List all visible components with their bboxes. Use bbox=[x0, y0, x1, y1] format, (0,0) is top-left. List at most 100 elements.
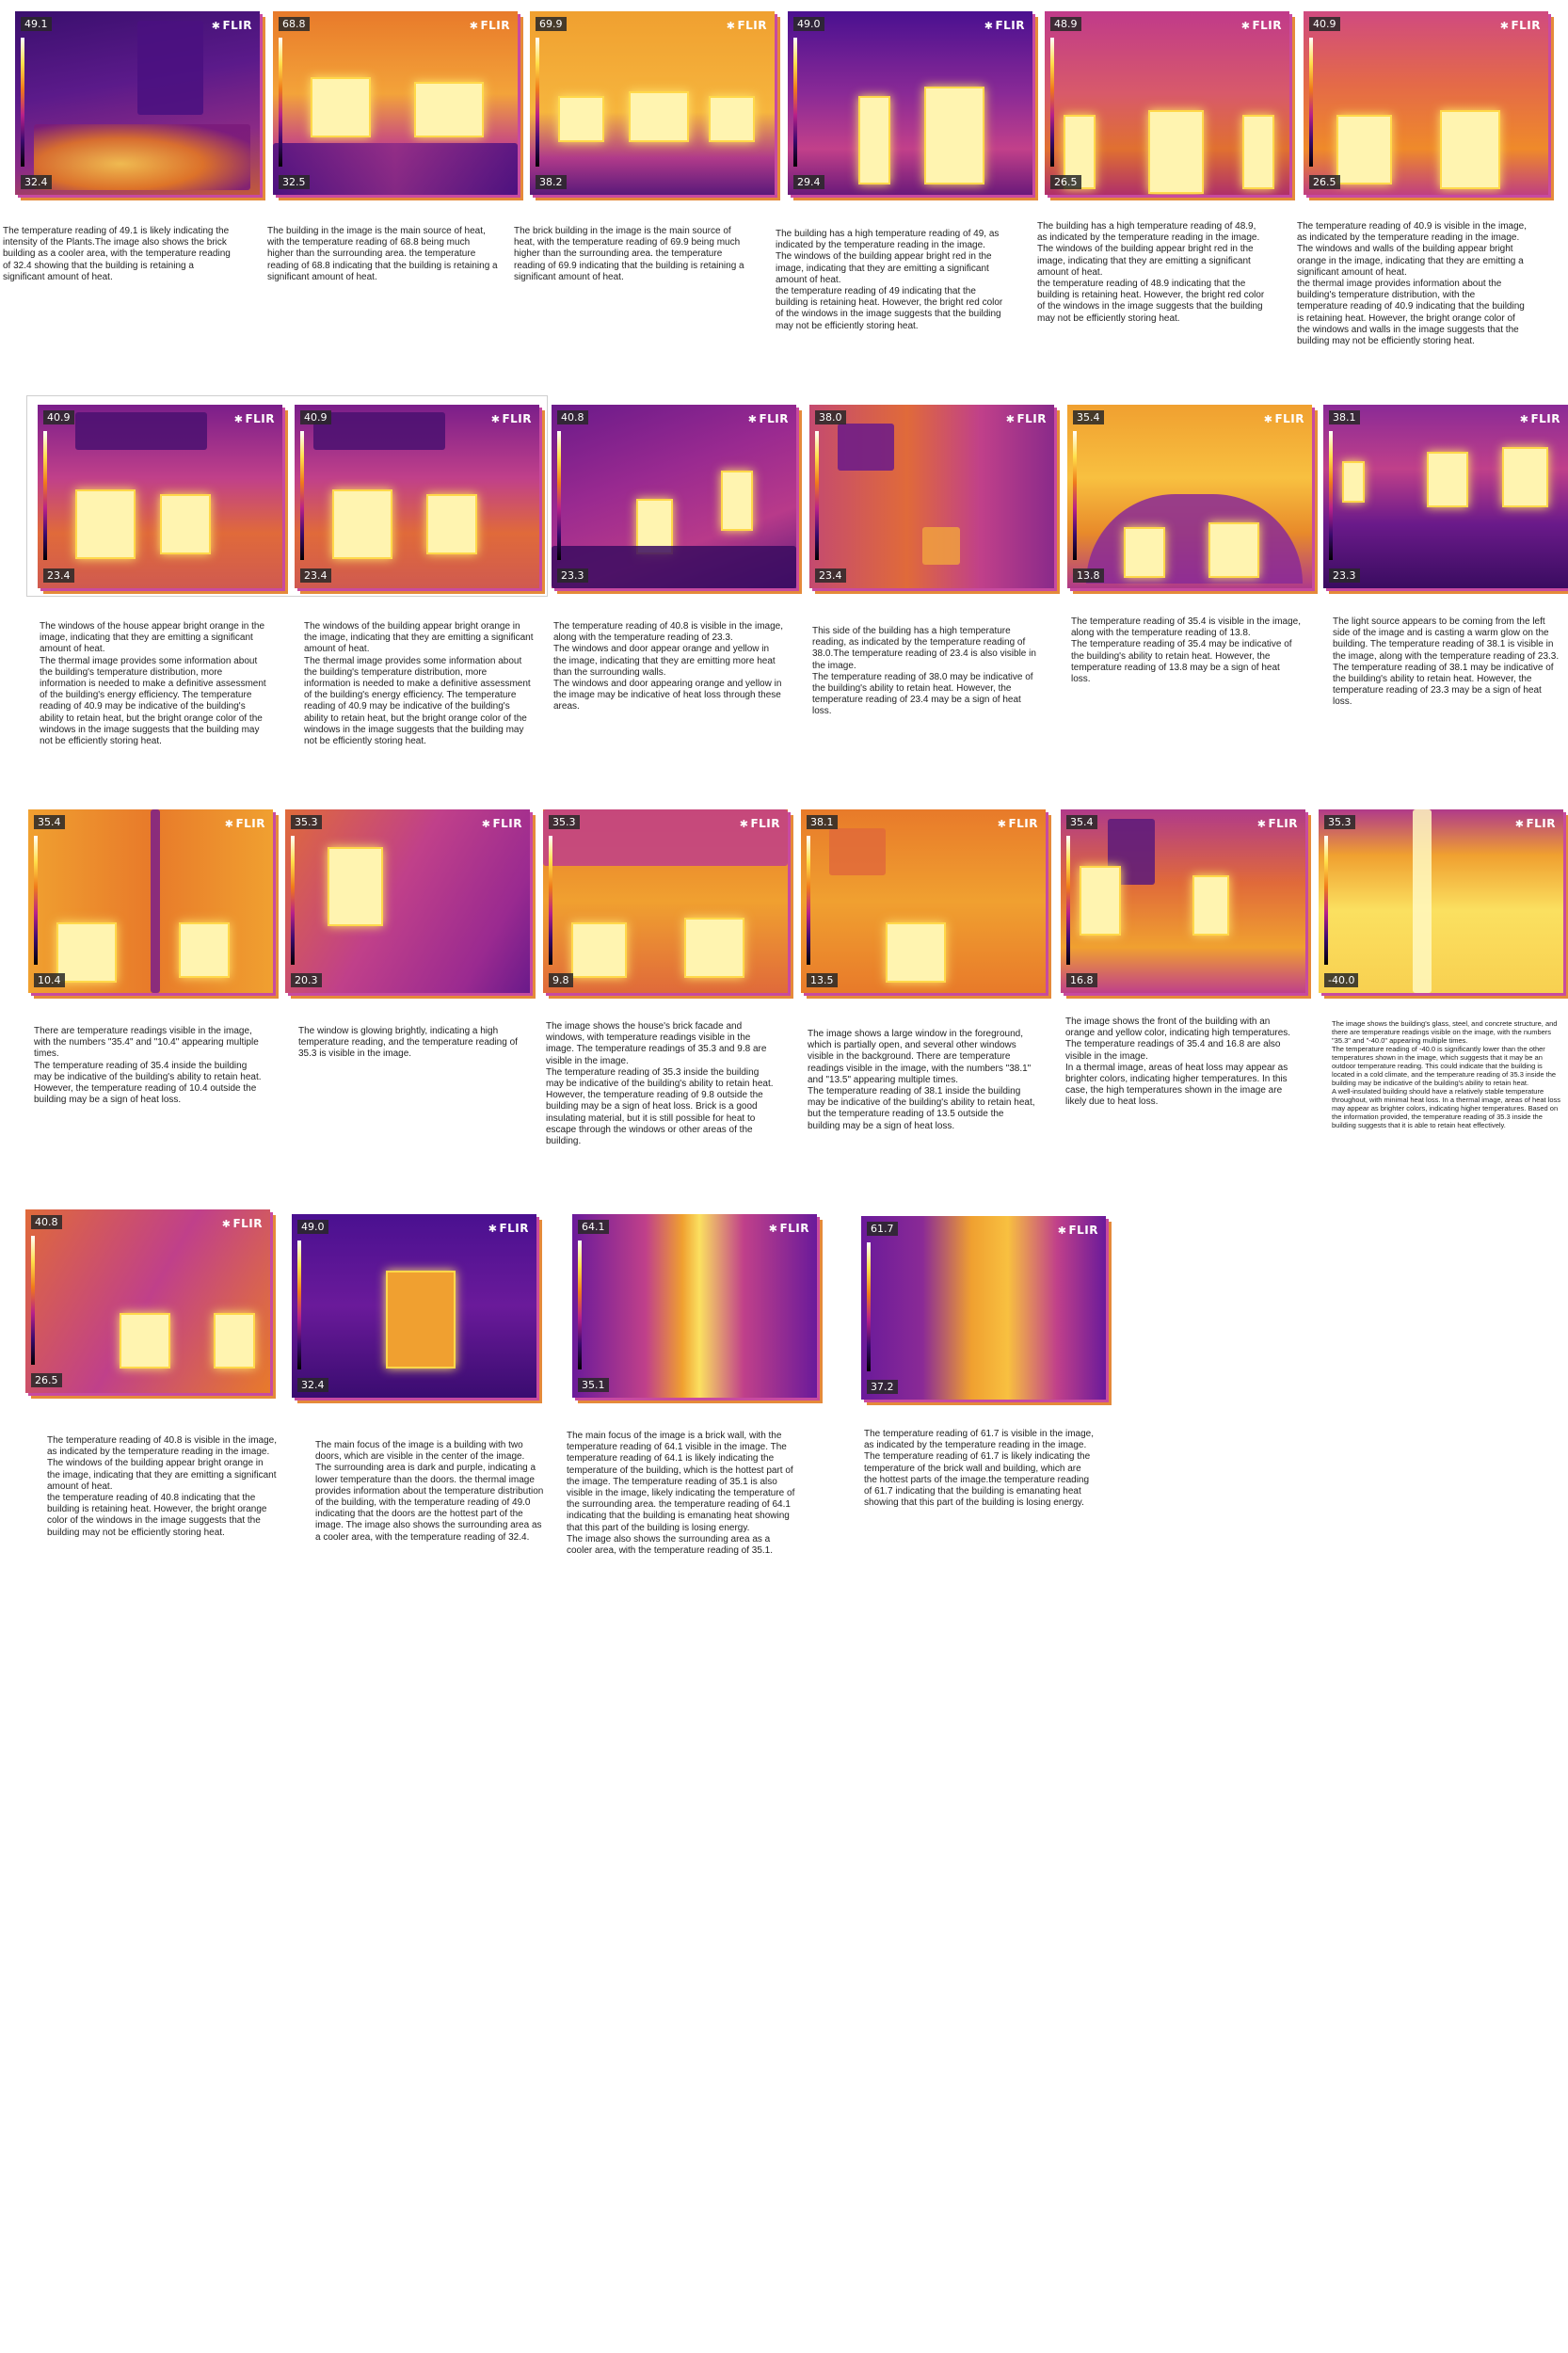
thermal-card: 64.1 35.1 ✱ FLIR bbox=[572, 1214, 817, 1398]
temperature-scale bbox=[793, 38, 797, 167]
thermal-image: 49.0 29.4 ✱ FLIR bbox=[788, 11, 1032, 195]
min-temperature: 26.5 bbox=[1309, 175, 1340, 189]
image-pair-frame bbox=[26, 395, 548, 597]
min-temperature: 35.1 bbox=[578, 1378, 609, 1392]
temperature-scale bbox=[21, 38, 24, 167]
caption: The temperature reading of 35.4 is visib… bbox=[1071, 616, 1302, 684]
temperature-scale bbox=[34, 836, 38, 965]
max-temperature: 61.7 bbox=[867, 1222, 898, 1236]
temperature-scale bbox=[536, 38, 539, 167]
min-temperature: 9.8 bbox=[549, 973, 573, 987]
caption: The main focus of the image is a brick w… bbox=[567, 1431, 795, 1556]
min-temperature: 23.3 bbox=[1329, 568, 1360, 583]
temperature-scale bbox=[557, 431, 561, 560]
caption: The image shows the house's brick facade… bbox=[546, 1021, 774, 1146]
min-temperature: 32.4 bbox=[297, 1378, 328, 1392]
max-temperature: 69.9 bbox=[536, 17, 567, 31]
flir-logo-icon: ✱ bbox=[490, 413, 501, 425]
temperature-scale bbox=[1050, 38, 1054, 167]
caption: The window is glowing brightly, indicati… bbox=[298, 1026, 518, 1060]
flir-logo-icon: ✱ bbox=[481, 818, 491, 830]
temperature-scale bbox=[300, 431, 304, 560]
thermal-card: 40.9 26.5 ✱ FLIR bbox=[1304, 11, 1548, 195]
thermal-image: 40.8 26.5 ✱ FLIR bbox=[25, 1209, 270, 1393]
brand-logo: ✱ FLIR bbox=[1057, 1224, 1098, 1237]
temperature-scale bbox=[1329, 431, 1333, 560]
min-temperature: 23.4 bbox=[300, 568, 331, 583]
thermal-image: 61.7 37.2 ✱ FLIR bbox=[861, 1216, 1106, 1400]
brand-logo: ✱ FLIR bbox=[1240, 19, 1282, 32]
caption: The image shows the building's glass, st… bbox=[1332, 1019, 1561, 1129]
caption: The windows of the building appear brigh… bbox=[304, 621, 534, 746]
max-temperature: 35.4 bbox=[1073, 410, 1104, 424]
min-temperature: 13.5 bbox=[807, 973, 838, 987]
thermal-card: 38.1 23.3 ✱ FLIR bbox=[1323, 405, 1568, 588]
flir-logo-icon: ✱ bbox=[233, 413, 244, 425]
min-temperature: 20.3 bbox=[291, 973, 322, 987]
thermal-image: 40.9 26.5 ✱ FLIR bbox=[1304, 11, 1548, 195]
flir-logo-icon: ✱ bbox=[1514, 818, 1525, 830]
brand-logo: ✱ FLIR bbox=[224, 817, 265, 830]
flir-logo-icon: ✱ bbox=[488, 1223, 498, 1235]
thermal-card: 49.1 32.4 ✱ FLIR bbox=[15, 11, 260, 195]
thermal-image: 49.1 32.4 ✱ FLIR bbox=[15, 11, 260, 195]
brand-logo: ✱ FLIR bbox=[481, 817, 522, 830]
brand-logo: ✱ FLIR bbox=[997, 817, 1038, 830]
flir-logo-icon: ✱ bbox=[1256, 818, 1267, 830]
temperature-scale bbox=[1309, 38, 1313, 167]
min-temperature: 23.4 bbox=[43, 568, 74, 583]
thermal-image: 35.4 13.8 ✱ FLIR bbox=[1067, 405, 1312, 588]
thermal-card: 38.1 13.5 ✱ FLIR bbox=[801, 809, 1046, 993]
temperature-scale bbox=[867, 1242, 871, 1371]
caption: The temperature reading of 40.8 is visib… bbox=[553, 621, 784, 712]
caption: The temperature reading of 40.8 is visib… bbox=[47, 1435, 278, 1538]
thermal-card: 38.0 23.4 ✱ FLIR bbox=[809, 405, 1054, 588]
thermal-card: 35.4 10.4 ✱ FLIR bbox=[28, 809, 273, 993]
thermal-image: 35.3 -40.0 ✱ FLIR bbox=[1319, 809, 1563, 993]
thermal-image: 35.3 9.8 ✱ FLIR bbox=[543, 809, 788, 993]
max-temperature: 38.1 bbox=[1329, 410, 1360, 424]
temperature-scale bbox=[1066, 836, 1070, 965]
caption: The image shows a large window in the fo… bbox=[808, 1029, 1035, 1131]
max-temperature: 49.0 bbox=[297, 1220, 328, 1234]
temperature-scale bbox=[31, 1236, 35, 1365]
brand-logo: ✱ FLIR bbox=[490, 412, 532, 425]
flir-logo-icon: ✱ bbox=[747, 413, 758, 425]
max-temperature: 35.4 bbox=[1066, 815, 1097, 829]
flir-logo-icon: ✱ bbox=[984, 20, 994, 32]
max-temperature: 40.9 bbox=[300, 410, 331, 424]
max-temperature: 38.1 bbox=[807, 815, 838, 829]
brand-logo: ✱ FLIR bbox=[221, 1217, 263, 1230]
flir-logo-icon: ✱ bbox=[739, 818, 749, 830]
thermal-card: 35.4 13.8 ✱ FLIR bbox=[1067, 405, 1312, 588]
thermal-image: 48.9 26.5 ✱ FLIR bbox=[1045, 11, 1289, 195]
max-temperature: 35.4 bbox=[34, 815, 65, 829]
flir-logo-icon: ✱ bbox=[224, 818, 234, 830]
thermal-image: 38.1 23.3 ✱ FLIR bbox=[1323, 405, 1568, 588]
brand-logo: ✱ FLIR bbox=[1256, 817, 1298, 830]
thermal-card: 35.3 20.3 ✱ FLIR bbox=[285, 809, 530, 993]
max-temperature: 38.0 bbox=[815, 410, 846, 424]
flir-logo-icon: ✱ bbox=[997, 818, 1007, 830]
min-temperature: 26.5 bbox=[1050, 175, 1081, 189]
brand-logo: ✱ FLIR bbox=[233, 412, 275, 425]
brand-logo: ✱ FLIR bbox=[984, 19, 1025, 32]
min-temperature: -40.0 bbox=[1324, 973, 1359, 987]
brand-logo: ✱ FLIR bbox=[1005, 412, 1047, 425]
temperature-scale bbox=[43, 431, 47, 560]
min-temperature: 13.8 bbox=[1073, 568, 1104, 583]
max-temperature: 64.1 bbox=[578, 1220, 609, 1234]
brand-logo: ✱ FLIR bbox=[747, 412, 789, 425]
caption: The building in the image is the main so… bbox=[267, 226, 498, 282]
min-temperature: 16.8 bbox=[1066, 973, 1097, 987]
max-temperature: 40.9 bbox=[43, 410, 74, 424]
caption: There are temperature readings visible i… bbox=[34, 1026, 262, 1106]
brand-logo: ✱ FLIR bbox=[768, 1222, 809, 1235]
caption: The building has a high temperature read… bbox=[776, 229, 1003, 331]
temperature-scale bbox=[1073, 431, 1077, 560]
max-temperature: 35.3 bbox=[291, 815, 322, 829]
max-temperature: 40.8 bbox=[557, 410, 588, 424]
caption: The main focus of the image is a buildin… bbox=[315, 1440, 544, 1543]
caption: The light source appears to be coming fr… bbox=[1333, 616, 1560, 708]
brand-logo: ✱ FLIR bbox=[726, 19, 767, 32]
